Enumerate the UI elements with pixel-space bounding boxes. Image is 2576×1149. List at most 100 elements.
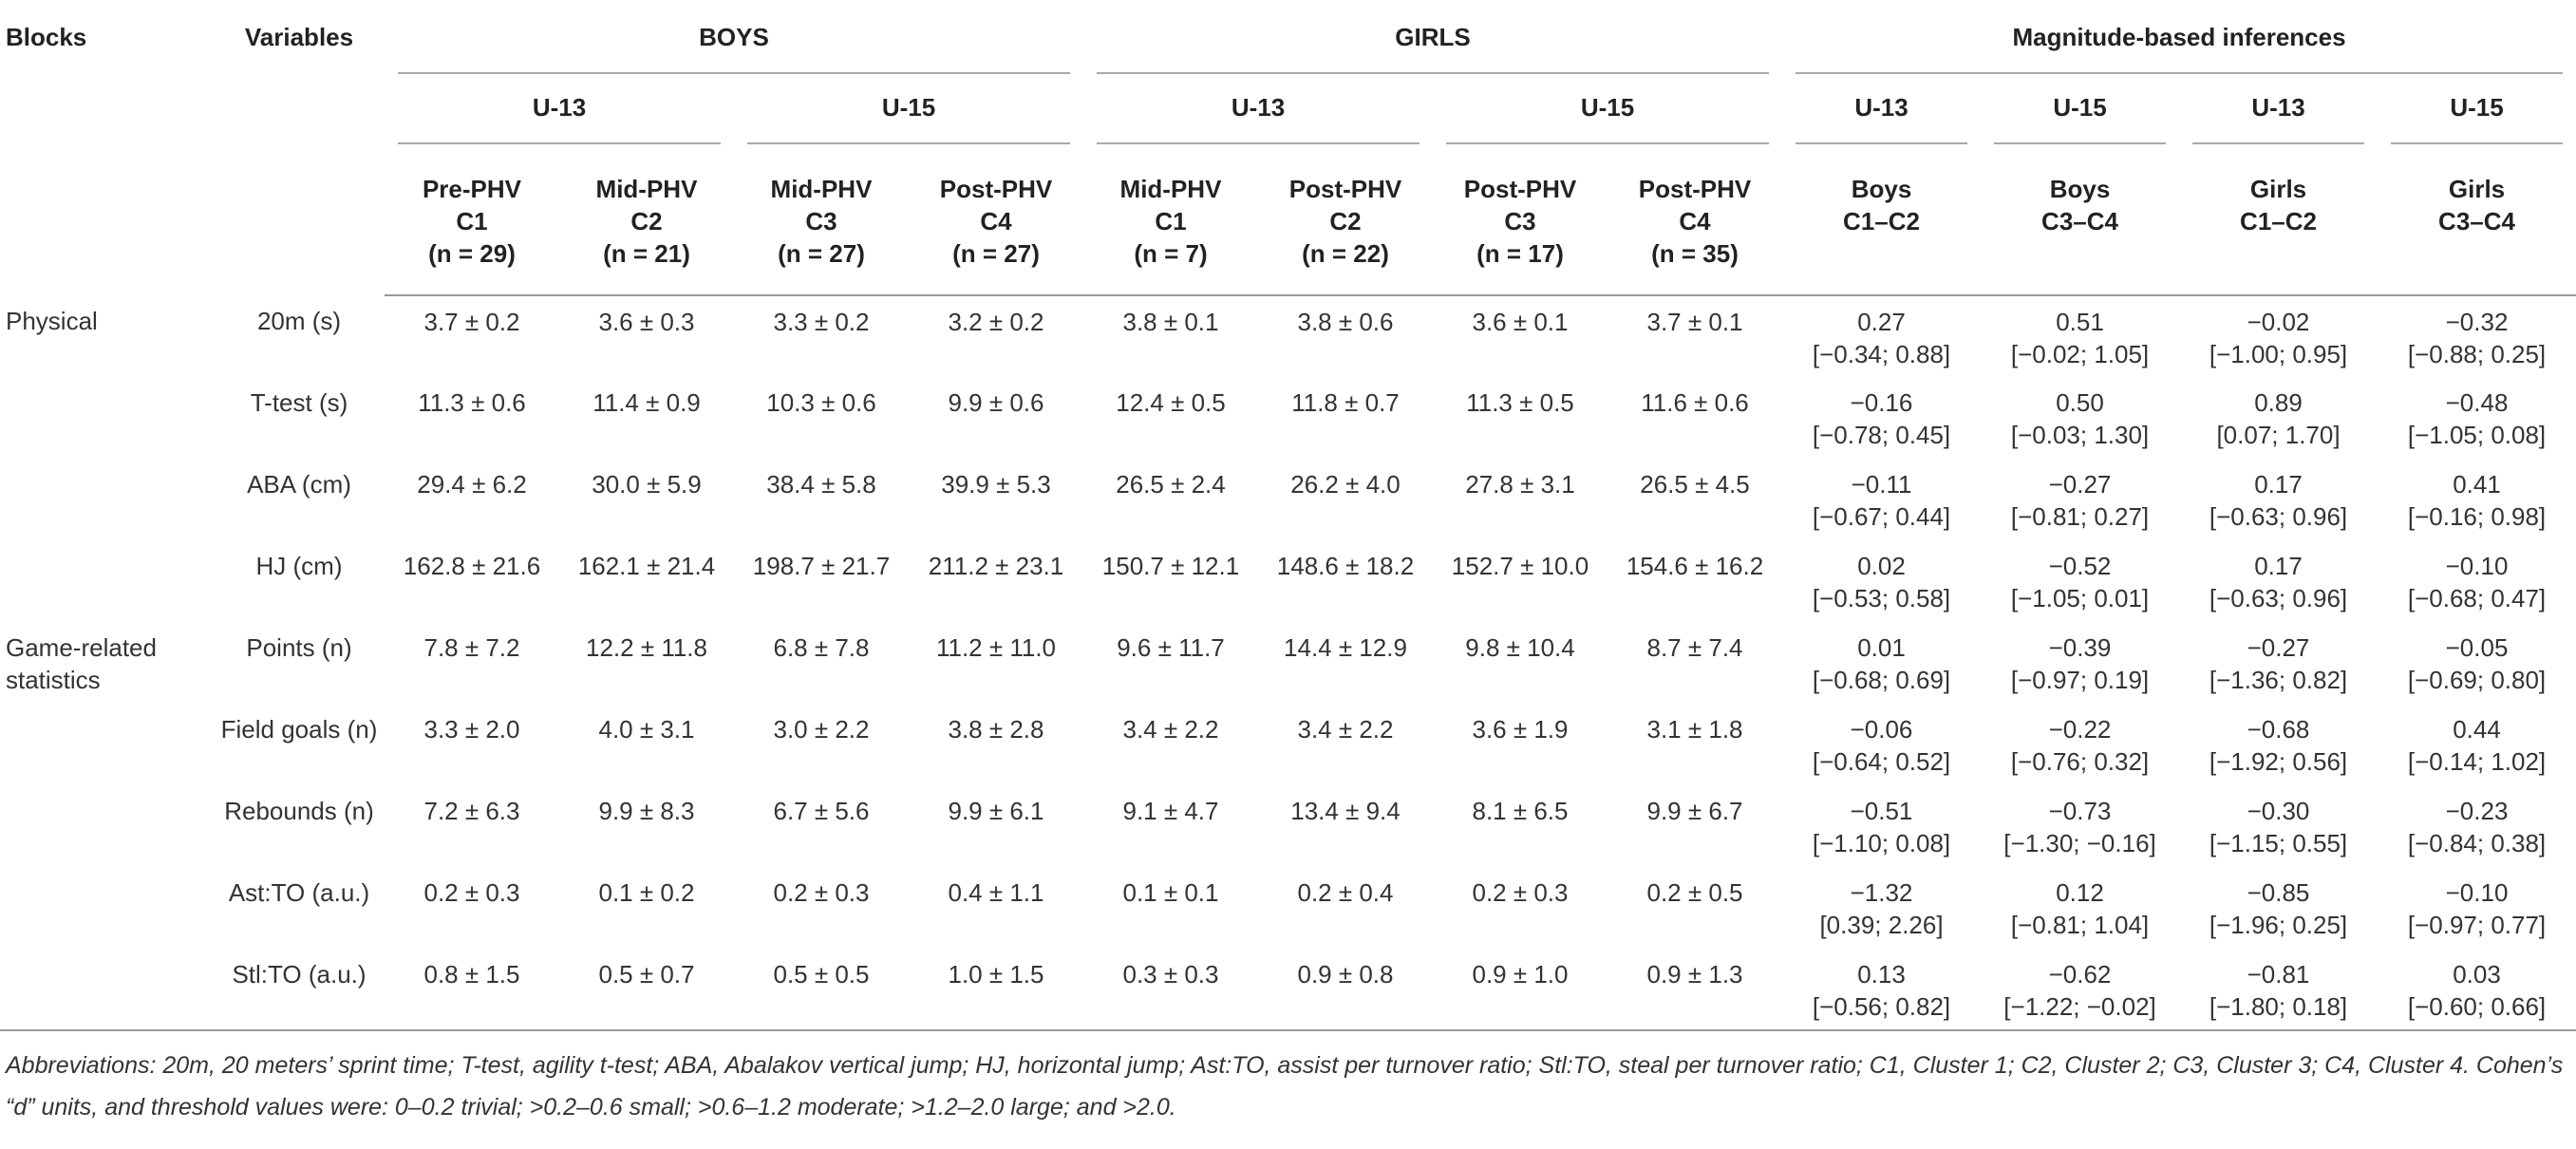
inference-line: [−0.84; 0.38] — [2407, 829, 2547, 857]
inference-cell: −0.68 [−1.92; 0.56] — [2179, 704, 2378, 785]
variable-cell: Stl:TO (a.u.) — [214, 949, 385, 1031]
inference-line: [−0.68; 0.47] — [2407, 584, 2547, 612]
inference-line: 0.44 — [2453, 715, 2501, 744]
inference-line: [−0.03; 1.30] — [2010, 421, 2150, 449]
inference-line: [−1.00; 0.95] — [2209, 340, 2348, 368]
inference-line: [−0.02; 1.05] — [2010, 340, 2150, 368]
inference-cell: 0.27 [−0.34; 0.88] — [1782, 295, 1981, 377]
inference-line: −0.11 — [1851, 470, 1912, 499]
column-n: (n = 27) — [952, 239, 1040, 268]
inference-line: [0.39; 2.26] — [1819, 911, 1944, 939]
inference-line: [−0.81; 0.27] — [2010, 502, 2150, 531]
subgroup-label: U-13 — [1796, 91, 1968, 144]
subgroup-header: U-13 — [385, 76, 734, 158]
column-header: Post-PHV C4 (n = 35) — [1608, 158, 1783, 296]
value-cell: 26.5 ± 4.5 — [1640, 470, 1750, 499]
inference-line: [−1.92; 0.56] — [2209, 747, 2348, 776]
inference-line: 0.13 — [1857, 960, 1906, 989]
inference-line: 0.51 — [2056, 308, 2104, 336]
column-header: Boys C1–C2 — [1782, 158, 1982, 296]
value-cell: 0.5 ± 0.7 — [559, 949, 734, 1031]
value-cell: 0.1 ± 0.1 — [1122, 878, 1219, 907]
column-label: Post-PHV — [1463, 175, 1577, 203]
inference-line: −0.30 — [2247, 797, 2310, 825]
variable-cell: ABA (cm) — [247, 470, 351, 499]
value-cell: 3.2 ± 0.2 — [948, 308, 1044, 336]
value-cell: 154.6 ± 16.2 — [1626, 552, 1764, 580]
inference-line: [−0.34; 0.88] — [1812, 340, 1951, 368]
subgroup-header: U-13 — [1782, 76, 1981, 158]
inference-line: 0.27 — [1857, 308, 1906, 336]
group-label: BOYS — [398, 21, 1070, 74]
value-cell: 211.2 ± 23.1 — [928, 552, 1064, 580]
column-label: C4 — [1679, 207, 1711, 235]
inference-cell: −0.81 [−1.80; 0.18] — [2179, 949, 2379, 1031]
inference-line: 0.03 — [2453, 960, 2501, 989]
inference-line: [−0.63; 0.96] — [2209, 502, 2348, 531]
group-label: GIRLS — [1097, 21, 1770, 74]
inference-line: 0.17 — [2254, 552, 2303, 580]
inference-line: [0.07; 1.70] — [2216, 421, 2341, 449]
inference-line: −0.85 — [2247, 878, 2310, 907]
inference-cell: −0.16 [−0.78; 0.45] — [1782, 377, 1981, 459]
value-cell: 152.7 ± 10.0 — [1451, 552, 1589, 580]
inference-cell: −0.27 [−0.81; 0.27] — [1981, 459, 2179, 540]
column-label: C2 — [630, 207, 663, 235]
value-cell: 0.5 ± 0.5 — [734, 949, 909, 1031]
inference-line: −0.73 — [2048, 797, 2112, 825]
subgroup-header: U-13 — [1083, 76, 1433, 158]
value-cell: 0.9 ± 0.8 — [1258, 949, 1433, 1031]
inference-line: [−1.05; 0.01] — [2010, 584, 2150, 612]
column-label: Post-PHV — [939, 175, 1053, 203]
inference-line: −0.68 — [2247, 715, 2310, 744]
value-cell: 11.3 ± 0.5 — [1466, 388, 1574, 417]
value-cell: 8.1 ± 6.5 — [1472, 797, 1569, 825]
value-cell: 6.8 ± 7.8 — [773, 633, 870, 662]
column-n: (n = 17) — [1476, 239, 1564, 268]
column-label: C4 — [980, 207, 1012, 235]
inference-line: −0.32 — [2445, 308, 2509, 336]
inference-line: [−0.64; 0.52] — [1812, 747, 1951, 776]
inference-cell: −0.85 [−1.96; 0.25] — [2179, 867, 2378, 949]
column-header: Girls C3–C4 — [2378, 158, 2576, 296]
inference-cell: 0.44 [−0.14; 1.02] — [2378, 704, 2576, 785]
column-label: C2 — [1329, 207, 1362, 235]
value-cell: 3.8 ± 0.6 — [1297, 308, 1394, 336]
value-cell: 198.7 ± 21.7 — [752, 552, 891, 580]
header-row: Blocks Variables BOYS GIRLS Magnitude-based … — [0, 0, 2576, 76]
value-cell: 162.1 ± 21.4 — [577, 552, 716, 580]
inference-line: [−0.14; 1.02] — [2407, 747, 2547, 776]
inference-cell: 0.17 [−0.63; 0.96] — [2179, 540, 2378, 622]
column-n: (n = 7) — [1134, 239, 1208, 268]
inference-cell: −1.32 [0.39; 2.26] — [1782, 867, 1981, 949]
column-n: (n = 29) — [428, 239, 516, 268]
column-label: Boys — [1851, 175, 1912, 203]
value-cell: 1.0 ± 1.5 — [909, 949, 1083, 1031]
value-cell: 0.2 ± 0.3 — [773, 878, 870, 907]
subgroup-label: U-15 — [747, 91, 1070, 144]
subgroup-header: U-15 — [734, 76, 1083, 158]
inference-cell: −0.52 [−1.05; 0.01] — [1981, 540, 2179, 622]
value-cell: 10.3 ± 0.6 — [766, 388, 876, 417]
column-header: Boys C3–C4 — [1981, 158, 2180, 296]
value-cell: 4.0 ± 3.1 — [598, 715, 695, 744]
subgroup-label: U-13 — [1097, 91, 1420, 144]
value-cell: 0.9 ± 1.3 — [1608, 949, 1783, 1031]
value-cell: 3.6 ± 0.1 — [1472, 308, 1569, 336]
value-cell: 3.3 ± 0.2 — [773, 308, 870, 336]
variable-cell: Ast:TO (a.u.) — [228, 878, 370, 907]
column-header: Post-PHV C2 (n = 22) — [1258, 158, 1433, 296]
inference-cell: 0.41 [−0.16; 0.98] — [2378, 459, 2576, 540]
value-cell: 26.5 ± 2.4 — [1116, 470, 1226, 499]
value-cell: 162.8 ± 21.6 — [403, 552, 541, 580]
value-cell: 26.2 ± 4.0 — [1290, 470, 1401, 499]
subgroup-header: U-15 — [1981, 76, 2179, 158]
column-label: C1–C2 — [1843, 207, 1920, 235]
value-cell: 148.6 ± 18.2 — [1276, 552, 1415, 580]
inference-cell: −0.22 [−0.76; 0.32] — [1981, 704, 2179, 785]
inference-cell: 0.17 [−0.63; 0.96] — [2179, 459, 2378, 540]
inference-line: [−0.81; 1.04] — [2010, 911, 2150, 939]
inference-line: −0.39 — [2048, 633, 2112, 662]
column-n: (n = 22) — [1302, 239, 1389, 268]
value-cell: 9.9 ± 6.7 — [1646, 797, 1743, 825]
